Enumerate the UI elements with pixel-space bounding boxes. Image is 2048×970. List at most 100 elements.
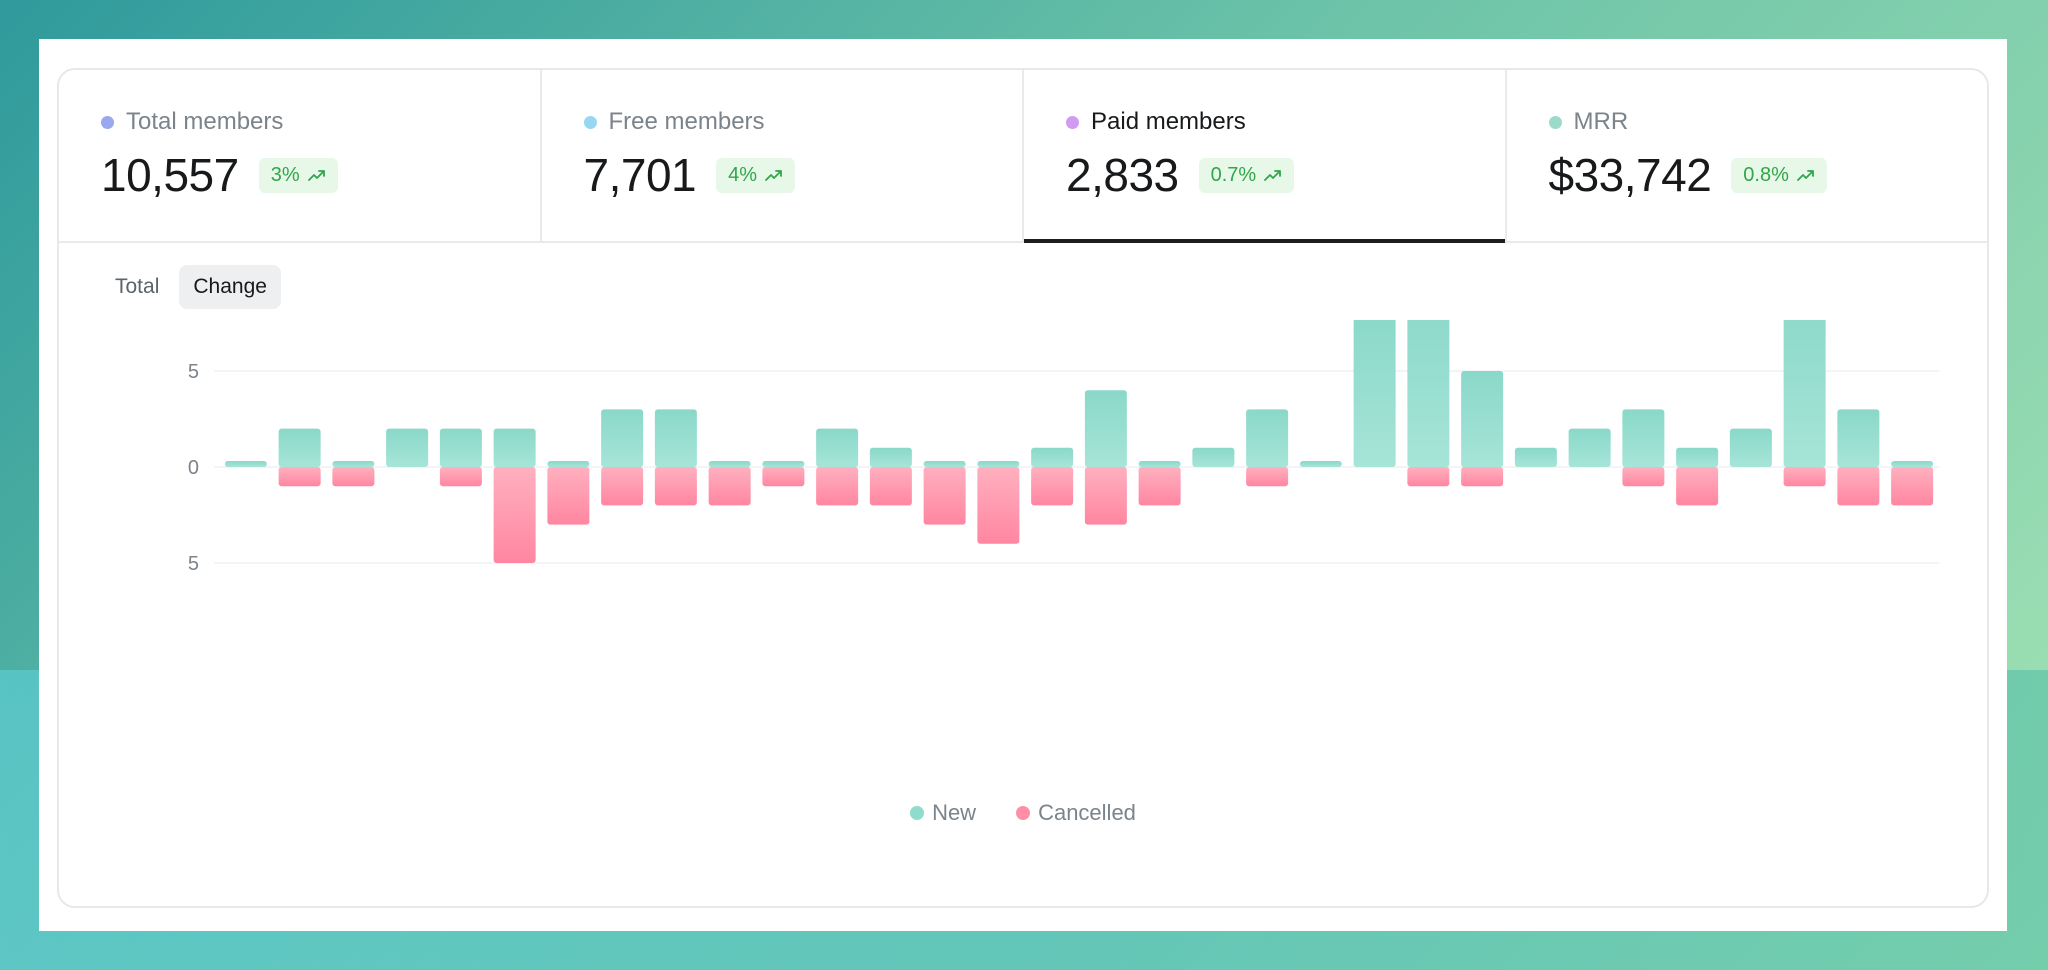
- bar-new[interactable]: [1783, 294, 1826, 467]
- bar-cancelled[interactable]: [1622, 467, 1665, 487]
- bar-cancelled[interactable]: [1837, 467, 1880, 506]
- y-tick-label: 0: [188, 457, 199, 479]
- chart-legend: New Cancelled: [59, 800, 1987, 826]
- bar-new[interactable]: [1891, 461, 1934, 467]
- bar-new[interactable]: [386, 428, 429, 467]
- bar-cancelled[interactable]: [601, 467, 644, 506]
- stats-tabs: Total members 10,557 3% Free members 7,7…: [59, 70, 1987, 243]
- legend-item-cancelled: Cancelled: [1016, 800, 1136, 826]
- bar-cancelled[interactable]: [278, 467, 321, 487]
- status-dot-icon: [101, 115, 114, 129]
- y-tick-label: 5: [188, 553, 199, 575]
- legend-dot-cancelled-icon: [1016, 806, 1031, 820]
- bar-cancelled[interactable]: [869, 467, 912, 506]
- bar-new[interactable]: [1622, 409, 1665, 467]
- bar-cancelled[interactable]: [493, 467, 536, 563]
- tab-free-members[interactable]: Free members 7,701 4%: [539, 70, 1023, 241]
- bar-new[interactable]: [816, 428, 859, 467]
- bar-cancelled[interactable]: [1084, 467, 1127, 525]
- bar-cancelled[interactable]: [1138, 467, 1181, 506]
- bar-new[interactable]: [869, 447, 912, 467]
- bar-new[interactable]: [1729, 428, 1772, 467]
- bar-cancelled[interactable]: [1407, 467, 1450, 487]
- legend-label: New: [932, 800, 977, 825]
- bar-new[interactable]: [439, 428, 482, 467]
- stat-value: 7,701: [583, 149, 697, 201]
- bar-cancelled[interactable]: [332, 467, 375, 487]
- members-card: Total members 10,557 3% Free members 7,7…: [57, 68, 1989, 908]
- bar-new[interactable]: [1138, 461, 1181, 467]
- bar-cancelled[interactable]: [1031, 467, 1074, 506]
- screenshot-frame: Total members 10,557 3% Free members 7,7…: [39, 39, 2007, 931]
- stat-value: 10,557: [101, 149, 239, 201]
- bar-new[interactable]: [332, 461, 375, 467]
- bar-cancelled[interactable]: [1891, 467, 1934, 506]
- bar-new[interactable]: [1246, 409, 1289, 467]
- bar-new[interactable]: [1031, 447, 1074, 467]
- change-badge: 4%: [716, 157, 796, 193]
- bar-cancelled[interactable]: [977, 467, 1020, 544]
- bar-new[interactable]: [762, 461, 805, 467]
- bar-new[interactable]: [708, 461, 751, 467]
- bar-cancelled[interactable]: [708, 467, 751, 506]
- toggle-total-button[interactable]: Total: [115, 275, 160, 298]
- bar-cancelled[interactable]: [1461, 467, 1504, 487]
- bar-new[interactable]: [601, 409, 644, 467]
- bar-cancelled[interactable]: [762, 467, 805, 487]
- bar-cancelled[interactable]: [654, 467, 697, 506]
- bar-new[interactable]: [224, 461, 267, 467]
- bar-cancelled[interactable]: [923, 467, 966, 525]
- stat-value: 2,833: [1066, 149, 1179, 201]
- bar-new[interactable]: [1568, 428, 1611, 467]
- bar-new[interactable]: [1353, 313, 1396, 467]
- bar-cancelled[interactable]: [439, 467, 482, 487]
- bar-new[interactable]: [1192, 447, 1235, 467]
- status-dot-icon: [583, 115, 597, 129]
- bar-new[interactable]: [923, 461, 966, 467]
- status-dot-icon: [1066, 115, 1079, 129]
- tab-mrr[interactable]: MRR $33,742 0.8%: [1504, 70, 1988, 241]
- bar-chart-svg: 1510505: [177, 169, 1939, 575]
- legend-dot-new-icon: [910, 806, 925, 820]
- trend-up-icon: [307, 170, 325, 181]
- change-badge: 0.7%: [1198, 157, 1295, 193]
- stat-value: $33,742: [1548, 149, 1712, 201]
- tab-total-members[interactable]: Total members 10,557 3%: [59, 70, 540, 241]
- change-value: 0.7%: [1210, 163, 1257, 186]
- bar-new[interactable]: [654, 409, 697, 467]
- stat-label: Free members: [608, 108, 765, 135]
- bar-new[interactable]: [547, 461, 590, 467]
- bar-new[interactable]: [1461, 371, 1504, 467]
- status-dot-icon: [1548, 115, 1562, 129]
- bar-cancelled[interactable]: [1783, 467, 1826, 487]
- change-value: 4%: [728, 163, 758, 186]
- bar-new[interactable]: [1299, 461, 1342, 467]
- legend-label: Cancelled: [1038, 800, 1136, 825]
- bar-cancelled[interactable]: [1246, 467, 1289, 487]
- change-value: 0.8%: [1743, 163, 1789, 186]
- view-toggle: Total Change: [101, 265, 281, 309]
- bar-new[interactable]: [1084, 390, 1127, 467]
- bar-new[interactable]: [493, 428, 536, 467]
- legend-item-new: New: [910, 800, 976, 826]
- bar-cancelled[interactable]: [816, 467, 859, 506]
- stat-label: Paid members: [1091, 108, 1246, 135]
- tab-paid-members[interactable]: Paid members 2,833 0.7%: [1022, 70, 1505, 243]
- bar-new[interactable]: [1514, 447, 1557, 467]
- bar-new[interactable]: [278, 428, 321, 467]
- bar-cancelled[interactable]: [1676, 467, 1719, 506]
- stat-label: MRR: [1573, 108, 1629, 135]
- bar-new[interactable]: [977, 461, 1020, 467]
- bar-new[interactable]: [1837, 409, 1880, 467]
- bar-new[interactable]: [1676, 447, 1719, 467]
- toggle-change-button[interactable]: Change: [179, 265, 281, 309]
- change-badge: 0.8%: [1731, 157, 1827, 193]
- bar-new[interactable]: [1407, 294, 1450, 467]
- trend-up-icon: [1264, 170, 1282, 181]
- bar-cancelled[interactable]: [547, 467, 590, 525]
- y-tick-label: 5: [188, 361, 199, 383]
- trend-up-icon: [765, 170, 782, 181]
- change-chart: 1510505: [59, 169, 1987, 740]
- change-badge: 3%: [258, 157, 338, 193]
- trend-up-icon: [1796, 170, 1814, 181]
